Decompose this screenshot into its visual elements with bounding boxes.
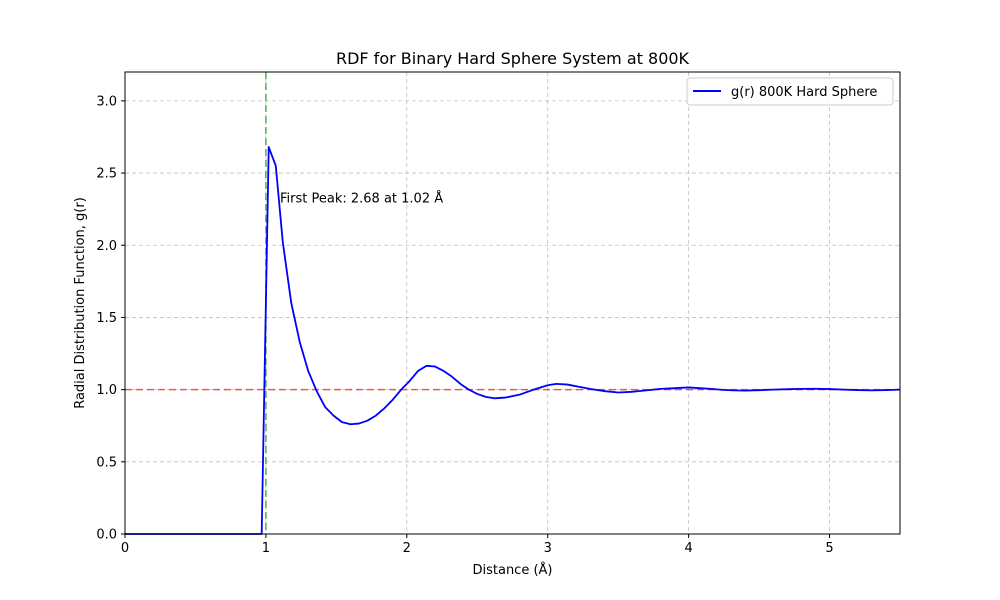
plot-frame bbox=[124, 71, 901, 535]
x-tick-label: 1 bbox=[262, 541, 270, 556]
x-tick-label: 5 bbox=[825, 541, 833, 556]
y-tick-label: 0.0 bbox=[96, 528, 117, 543]
x-tick-label: 0 bbox=[121, 541, 129, 556]
x-tick-label: 3 bbox=[544, 541, 552, 556]
y-tick-label: 2.0 bbox=[96, 239, 117, 254]
y-tick-label: 1.0 bbox=[96, 383, 117, 398]
legend-box bbox=[686, 77, 894, 106]
series-layer bbox=[125, 146, 901, 535]
annotations: First Peak: 2.68 at 1.02 Å bbox=[280, 191, 443, 207]
peak-annotation: First Peak: 2.68 at 1.02 Å bbox=[280, 191, 443, 207]
legend-label: g(r) 800K Hard Sphere bbox=[731, 85, 877, 100]
legend: g(r) 800K Hard Sphere bbox=[686, 77, 894, 106]
x-tick-label: 4 bbox=[684, 541, 692, 556]
y-tick-label: 0.5 bbox=[96, 455, 117, 470]
y-axis: 0.0 0.5 1.0 1.5 2.0 2.5 3.0 bbox=[96, 94, 125, 543]
x-axis-label: Distance (Å) bbox=[472, 562, 552, 578]
x-axis: 0 1 2 3 4 5 bbox=[121, 534, 834, 556]
chart-title: RDF for Binary Hard Sphere System at 800… bbox=[336, 49, 690, 68]
y-tick-label: 3.0 bbox=[96, 94, 117, 109]
x-tick-label: 2 bbox=[403, 541, 411, 556]
y-tick-label: 2.5 bbox=[96, 167, 117, 182]
series-line-0 bbox=[125, 146, 901, 535]
y-tick-label: 1.5 bbox=[96, 311, 117, 326]
y-axis-label: Radial Distribution Function, g(r) bbox=[73, 197, 88, 409]
